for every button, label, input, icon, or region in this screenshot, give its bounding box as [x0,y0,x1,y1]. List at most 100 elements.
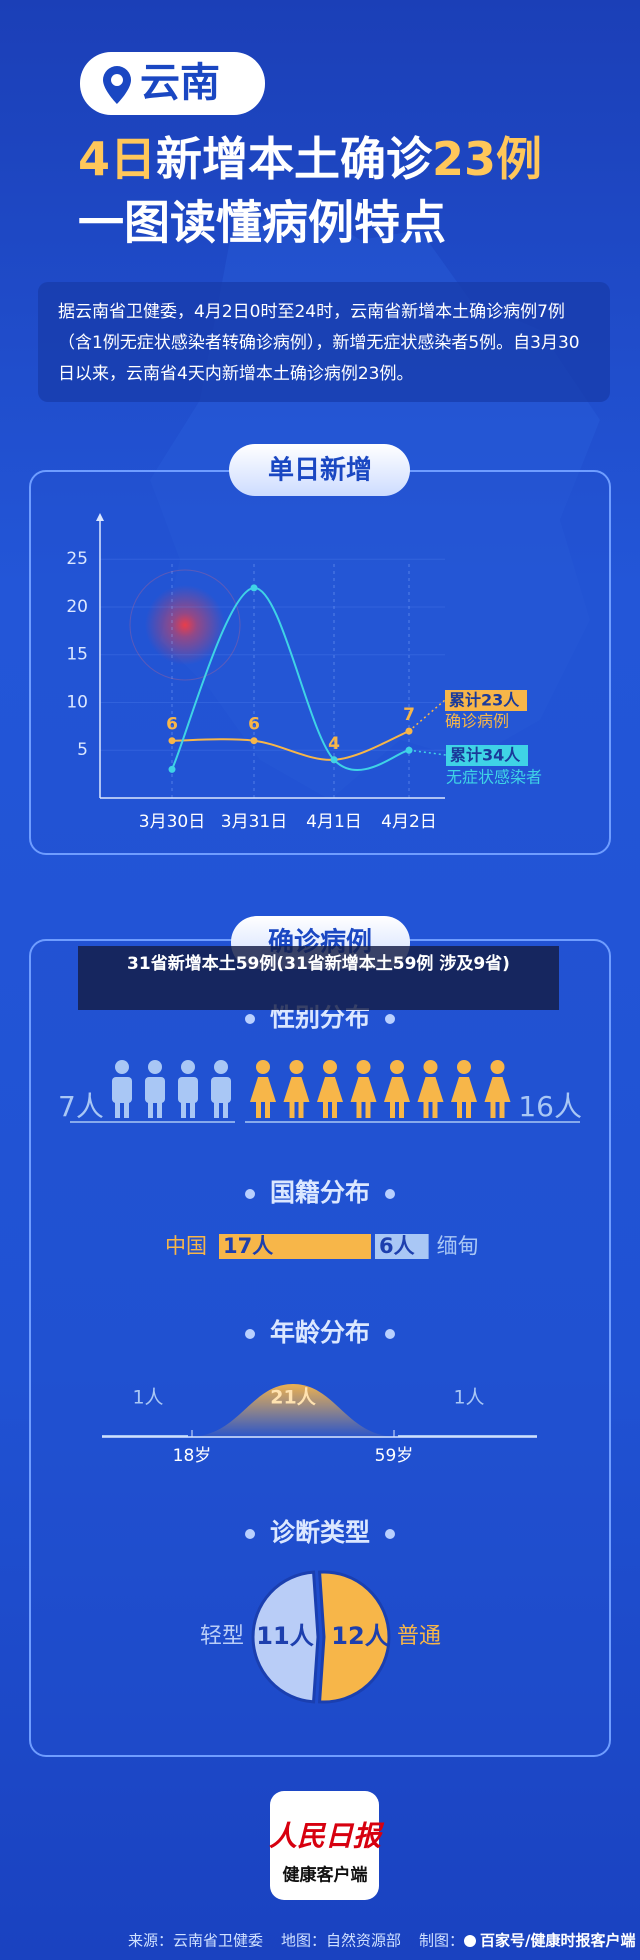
daily-pill [229,444,410,496]
age-count: 1人 [132,1387,163,1409]
source: 地图：自然资源部 [281,1932,401,1950]
value-label: 4 [328,734,340,754]
location: 云南 [140,60,220,106]
point [250,584,258,592]
person-leg [265,1102,270,1118]
total-label: 累计23人 [449,691,520,710]
subtitle: 一图读懂病例特点 [78,196,446,250]
series-line [171,586,410,772]
total-box [446,745,528,766]
person-head [356,1060,371,1074]
person-head [323,1060,337,1074]
daily-panel [29,470,611,855]
person-leg [124,1102,129,1118]
person-leg [399,1102,404,1118]
daily-title: 单日新增 [268,455,372,486]
pie-slice [251,1570,320,1704]
section-title: 国籍分布 [270,1178,370,1207]
value-label: 7 [403,705,415,725]
person-leg [148,1102,153,1118]
person-body [250,1077,276,1102]
person-body [350,1077,377,1102]
source: 制图： [419,1932,464,1950]
x-tick-label: 3月31日 [221,812,287,832]
watermark: 百家号/健康时报客户端 [480,1932,635,1950]
point [168,737,176,745]
title-dot [245,1529,255,1539]
watermark-icon [464,1935,476,1947]
title-dot [385,1529,395,1539]
red-marker [145,585,225,665]
person-body [417,1077,444,1102]
person-head [214,1060,228,1074]
pie-name: 普通 [397,1624,441,1649]
person-body [283,1077,310,1102]
female-icons [250,1060,511,1118]
title-dot [245,1329,255,1339]
person-head [115,1060,129,1074]
point [330,756,338,764]
red-ring [129,569,241,681]
bar-label: 6人 [379,1234,415,1258]
leader-line [408,749,447,756]
person-body [112,1077,132,1103]
y-tick-label: 10 [66,692,88,712]
person-head [490,1060,505,1074]
person-head [457,1060,471,1074]
person-head [390,1060,404,1074]
pin-icon [103,66,131,104]
age-count: 21人 [270,1387,316,1409]
person-leg [190,1102,195,1118]
person-head [289,1060,304,1074]
person-body [484,1077,511,1102]
legend-label: 无症状感染者 [446,768,542,787]
title-dot [385,1189,395,1199]
person-leg [181,1102,186,1118]
person-leg [157,1102,162,1118]
person-body [384,1077,410,1102]
logo-box [270,1791,379,1900]
female-count: 16人 [518,1090,582,1123]
y-axis-arrow [96,513,104,521]
title-dot [385,1014,395,1024]
person-body [178,1077,198,1103]
person-leg [289,1102,295,1118]
bar-label: 17人 [223,1234,273,1258]
person-leg [332,1102,337,1118]
title-part: 23例 [432,132,542,186]
title: 4日新增本土确诊23例 [78,132,542,186]
nationality-bar [219,1234,371,1259]
male-icons [112,1060,231,1118]
person-leg [457,1102,462,1118]
male-count: 7人 [58,1090,104,1123]
age-count: 1人 [453,1387,484,1409]
person-leg [365,1102,371,1118]
person-body [211,1077,231,1103]
person-leg [214,1102,219,1118]
value-label: 6 [166,715,178,735]
section-title: 年龄分布 [270,1318,370,1347]
point [250,737,258,745]
person-leg [356,1102,362,1118]
legend-label: 确诊病例 [445,712,509,731]
x-tick-label: 3月30日 [139,812,205,832]
person-leg [490,1102,496,1118]
person-leg [466,1102,471,1118]
title-dot [245,1014,255,1024]
title-part: 4日 [78,132,156,186]
y-tick-label: 20 [66,597,88,617]
logo: 人民日报 [269,1820,385,1853]
person-head [148,1060,162,1074]
pie-label: 12人 [331,1622,388,1650]
y-tick-label: 5 [77,740,88,760]
person-head [423,1060,438,1074]
person-leg [323,1102,328,1118]
person-leg [298,1102,304,1118]
value-label: 6 [248,715,260,735]
person-body [317,1077,343,1102]
person-leg [115,1102,120,1118]
person-head [256,1060,270,1074]
title-dot [245,1189,255,1199]
